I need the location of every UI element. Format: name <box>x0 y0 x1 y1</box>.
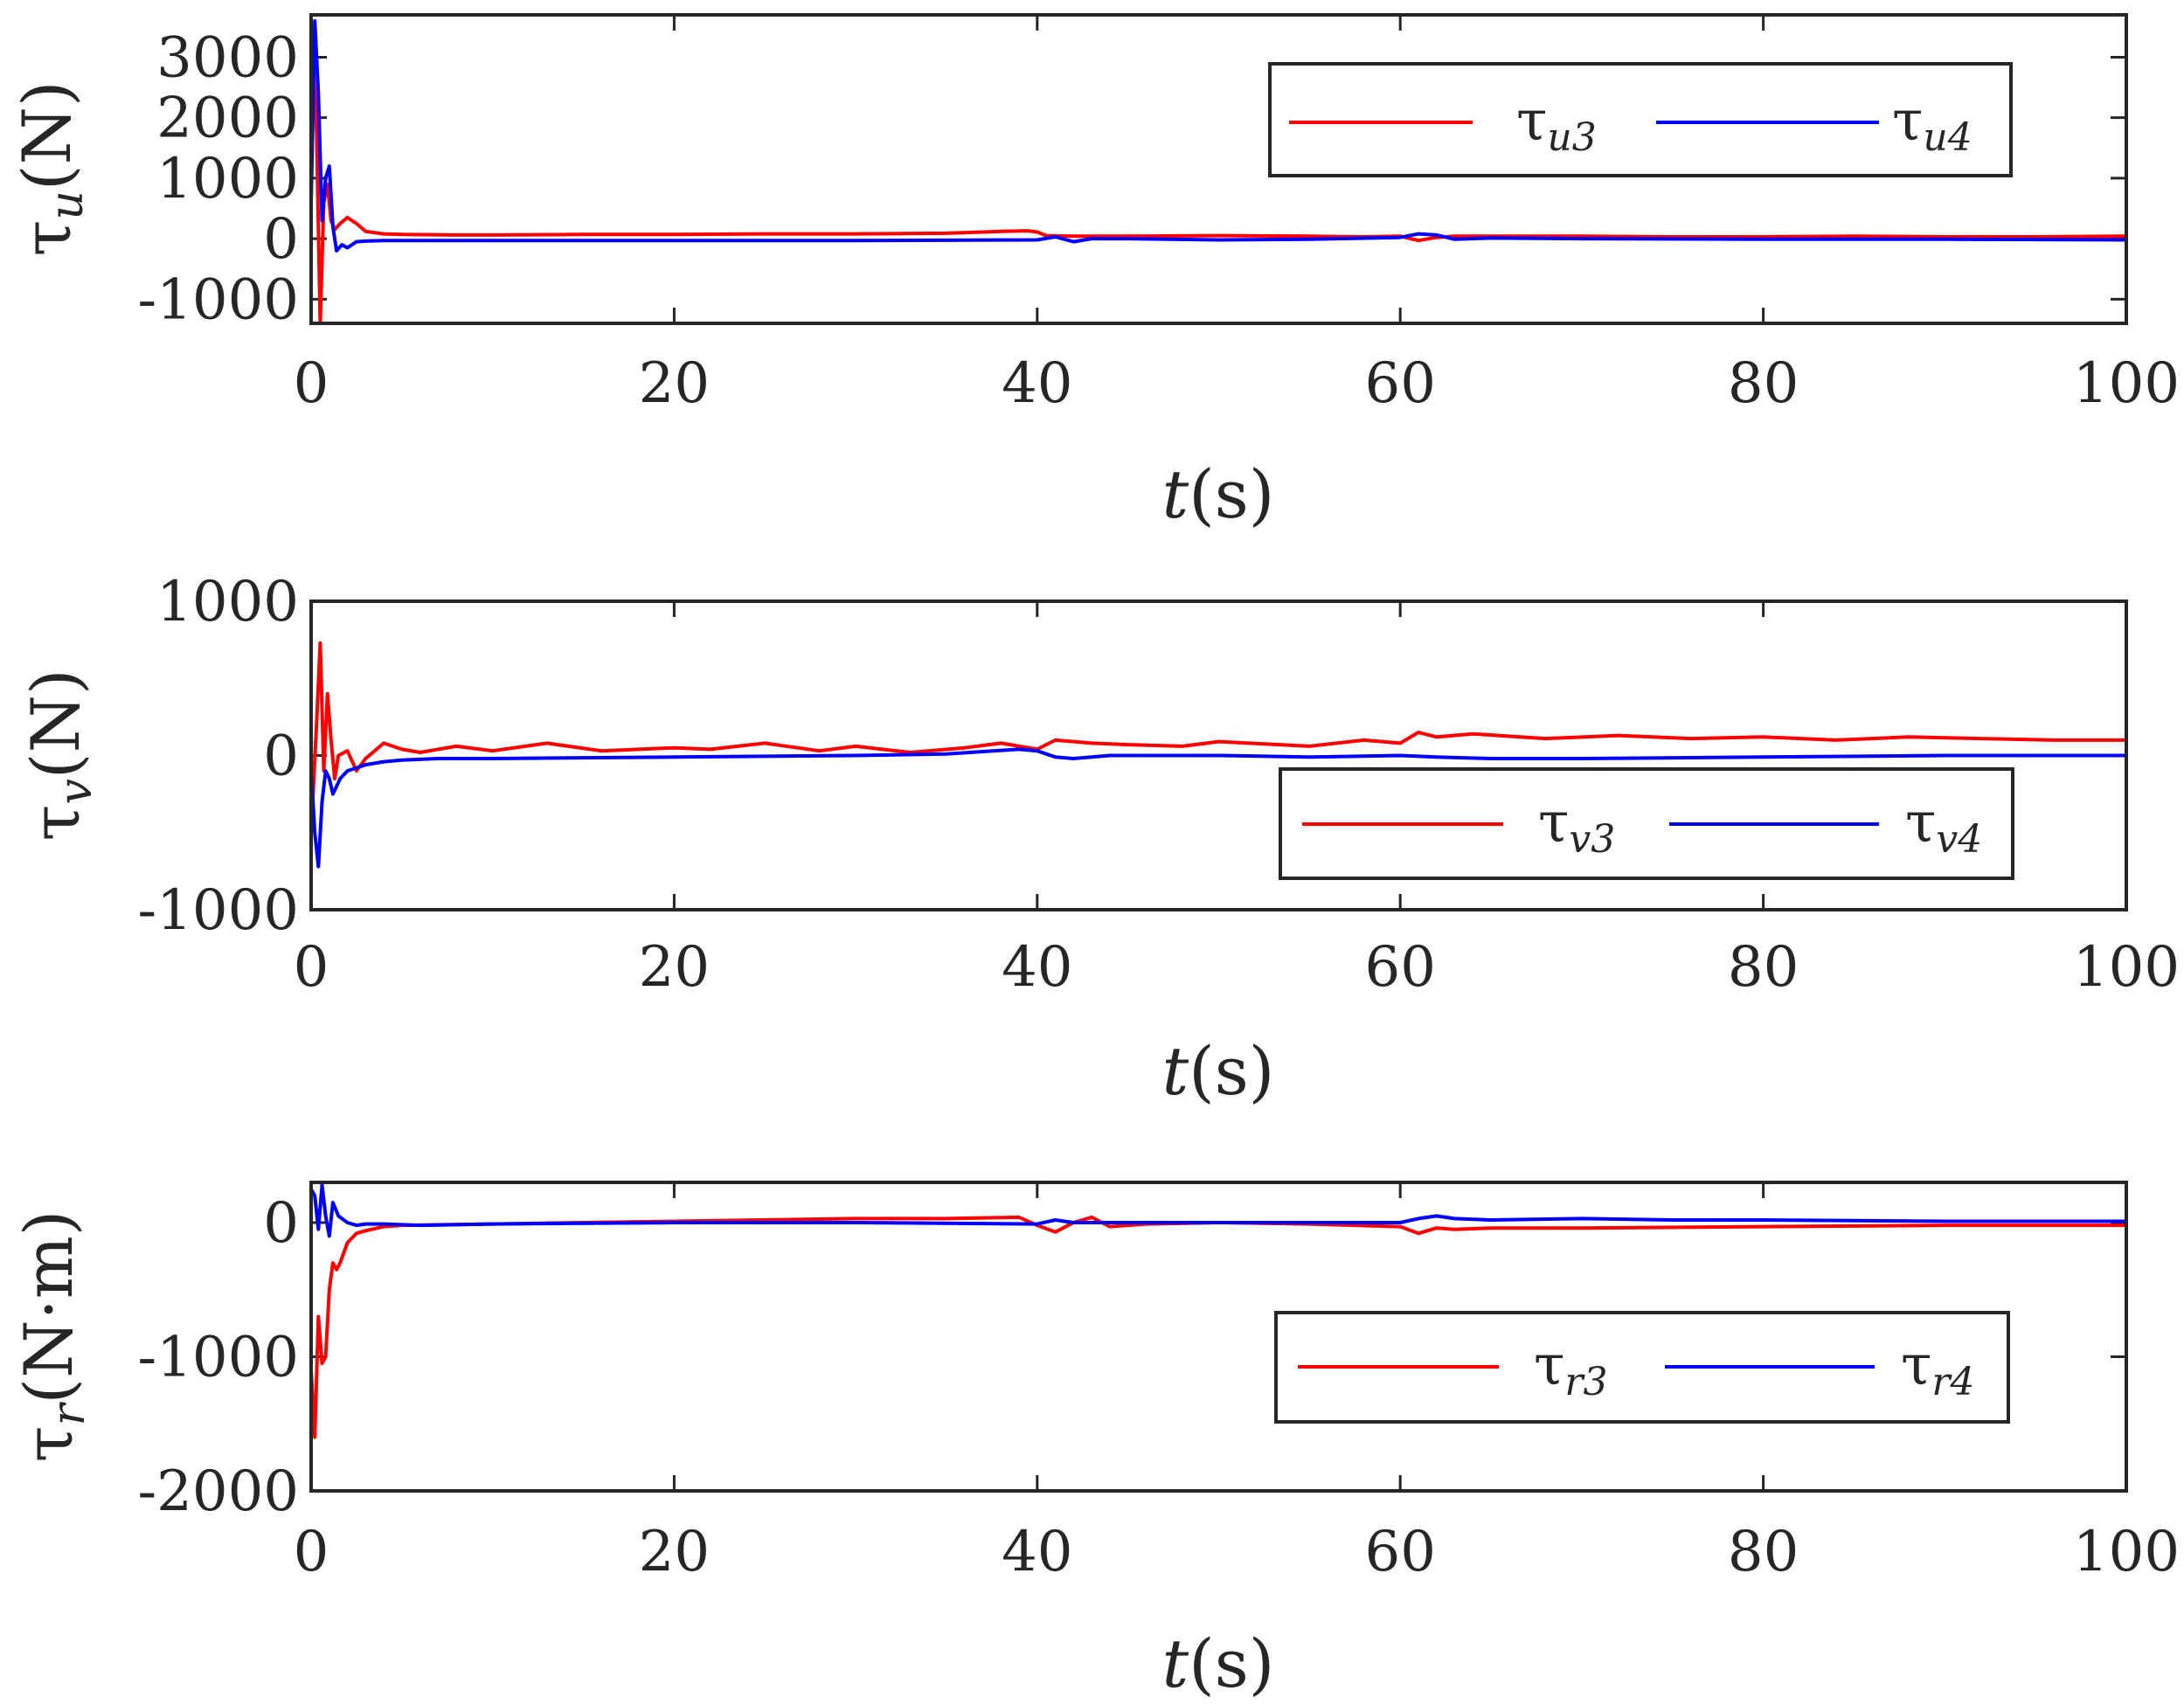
tau-r-ytick-label: -2000 <box>138 1459 300 1524</box>
tau-r-axes-frame <box>309 1181 2128 1493</box>
tau-r-series-r3 <box>311 1215 2126 1439</box>
tau-v-ytick-label: -1000 <box>138 878 300 943</box>
tau-u-xtick-label: 60 <box>1364 351 1435 416</box>
tau-v-legend: τv3 τv4 <box>1279 767 2014 880</box>
tau-r-xtick-label: 0 <box>294 1520 329 1584</box>
tau-u-xtick-label: 0 <box>294 351 329 416</box>
tau-r-xtick-label: 60 <box>1364 1520 1435 1584</box>
tau-v-xtick-label: 100 <box>2073 935 2180 1000</box>
tau-r-legend: τr3 τr4 <box>1274 1311 2010 1424</box>
tau-v-xtick-label: 80 <box>1728 935 1799 1000</box>
tau-u-ytick-label: 2000 <box>156 87 299 151</box>
tau-r-xlabel: t(s) <box>1162 1625 1275 1702</box>
tau-u-series-u3 <box>311 20 2126 323</box>
tau-v-ylabel: τv(N) <box>17 669 102 841</box>
tau-r-xtick-label: 20 <box>639 1520 710 1584</box>
tau-r-ytick-label: 0 <box>263 1191 299 1256</box>
tau-r-xtick-label: 80 <box>1728 1520 1799 1584</box>
tau-v-xtick-label: 60 <box>1364 935 1435 1000</box>
tau-u-xtick-label: 40 <box>1002 351 1072 416</box>
tau-v-series-v4 <box>311 747 2126 869</box>
tau-r-series-r4 <box>311 1183 2126 1238</box>
tau-r-xtick-label: 40 <box>1002 1520 1072 1584</box>
tau-r-ylabel: τr(N·m) <box>10 1210 95 1463</box>
tau-u-xlabel: t(s) <box>1162 455 1275 533</box>
tau-u-ytick-label: 0 <box>263 207 299 272</box>
tau-v-ytick-label: 1000 <box>156 570 299 634</box>
tau-u-ytick-label: 3000 <box>156 25 299 90</box>
tau-v-xlabel: t(s) <box>1162 1032 1275 1110</box>
tau-v-legend-label-0: τv3 <box>1538 791 1615 862</box>
tau-v-series-v3 <box>311 641 2126 833</box>
tau-u-ytick-label: 1000 <box>156 147 299 211</box>
tau-u-xtick-label: 100 <box>2073 351 2180 416</box>
tau-u-xtick-label: 80 <box>1728 351 1799 416</box>
tau-r-xtick-label: 100 <box>2073 1520 2180 1584</box>
tau-u-legend-label-0: τu3 <box>1516 89 1597 160</box>
tau-u-ytick-label: -1000 <box>138 267 300 332</box>
tau-u-legend-box <box>1268 62 2013 177</box>
tau-u-xtick-label: 20 <box>639 351 710 416</box>
panel-tau-r: 0 20 40 60 80 100 -2000 -1000 0 τr(N·m) t(s) τr3… <box>10 1181 2180 1702</box>
tau-u-legend: τu3 τu4 <box>1268 62 2013 177</box>
tau-v-xtick-label: 20 <box>639 935 710 1000</box>
tau-v-xtick-label: 0 <box>294 935 329 1000</box>
tau-u-series-u4 <box>311 18 2126 253</box>
tau-v-legend-label-1: τv4 <box>1905 791 1982 862</box>
tau-u-axes-frame <box>309 13 2128 325</box>
tau-r-legend-label-0: τr3 <box>1534 1334 1607 1404</box>
tau-u-series <box>311 18 2126 323</box>
tau-r-series <box>311 1183 2126 1439</box>
tau-v-axes-frame <box>309 600 2128 911</box>
tau-u-legend-label-1: τu4 <box>1892 89 1973 160</box>
tau-r-legend-label-1: τr4 <box>1901 1334 1974 1404</box>
tau-v-ytick-label: 0 <box>263 724 299 789</box>
tau-v-xtick-label: 40 <box>1002 935 1072 1000</box>
tau-v-series <box>311 641 2126 869</box>
tau-u-ylabel: τu(N) <box>8 80 94 256</box>
tau-r-ytick-label: -1000 <box>138 1326 300 1390</box>
